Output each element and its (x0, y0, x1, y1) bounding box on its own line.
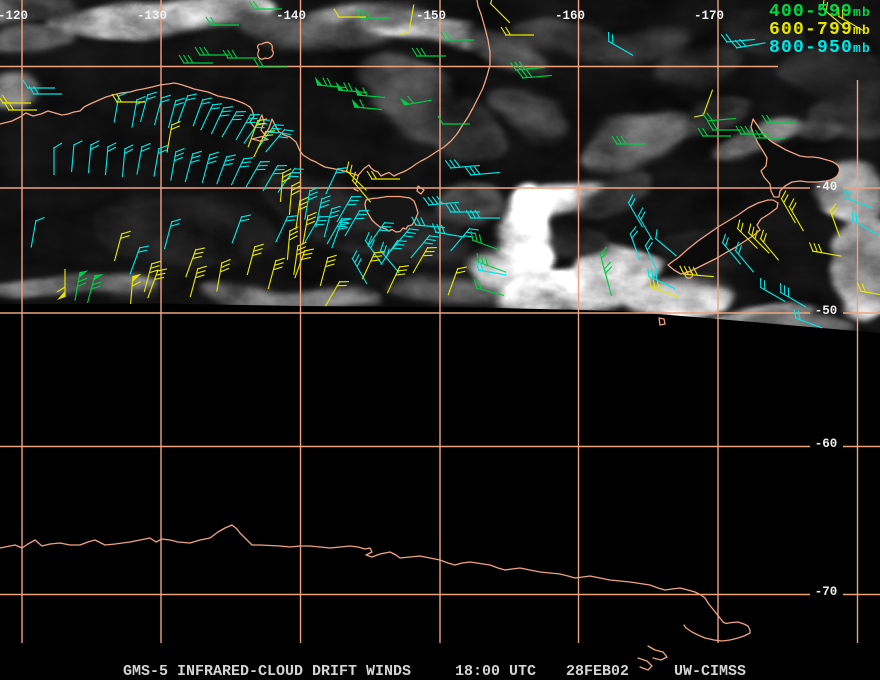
svg-text:-140: -140 (276, 9, 306, 23)
svg-text:-60: -60 (815, 437, 838, 451)
svg-text:-150: -150 (416, 9, 446, 23)
svg-text:18:00 UTC: 18:00 UTC (455, 663, 536, 680)
svg-text:800-950mb: 800-950mb (769, 38, 871, 58)
svg-text:-120: -120 (0, 9, 28, 23)
svg-text:28FEB02: 28FEB02 (566, 663, 629, 680)
svg-text:-160: -160 (555, 9, 585, 23)
svg-text:-170: -170 (694, 9, 724, 23)
svg-text:-130: -130 (137, 9, 167, 23)
svg-text:600-799mb: 600-799mb (769, 20, 871, 40)
svg-text:GMS-5 INFRARED-CLOUD DRIFT WIN: GMS-5 INFRARED-CLOUD DRIFT WINDS (123, 663, 411, 680)
svg-text:-70: -70 (815, 585, 838, 599)
svg-text:-40: -40 (815, 180, 838, 194)
svg-text:-50: -50 (815, 304, 838, 318)
svg-text:400-599mb: 400-599mb (769, 2, 871, 22)
svg-text:UW-CIMSS: UW-CIMSS (674, 663, 746, 680)
